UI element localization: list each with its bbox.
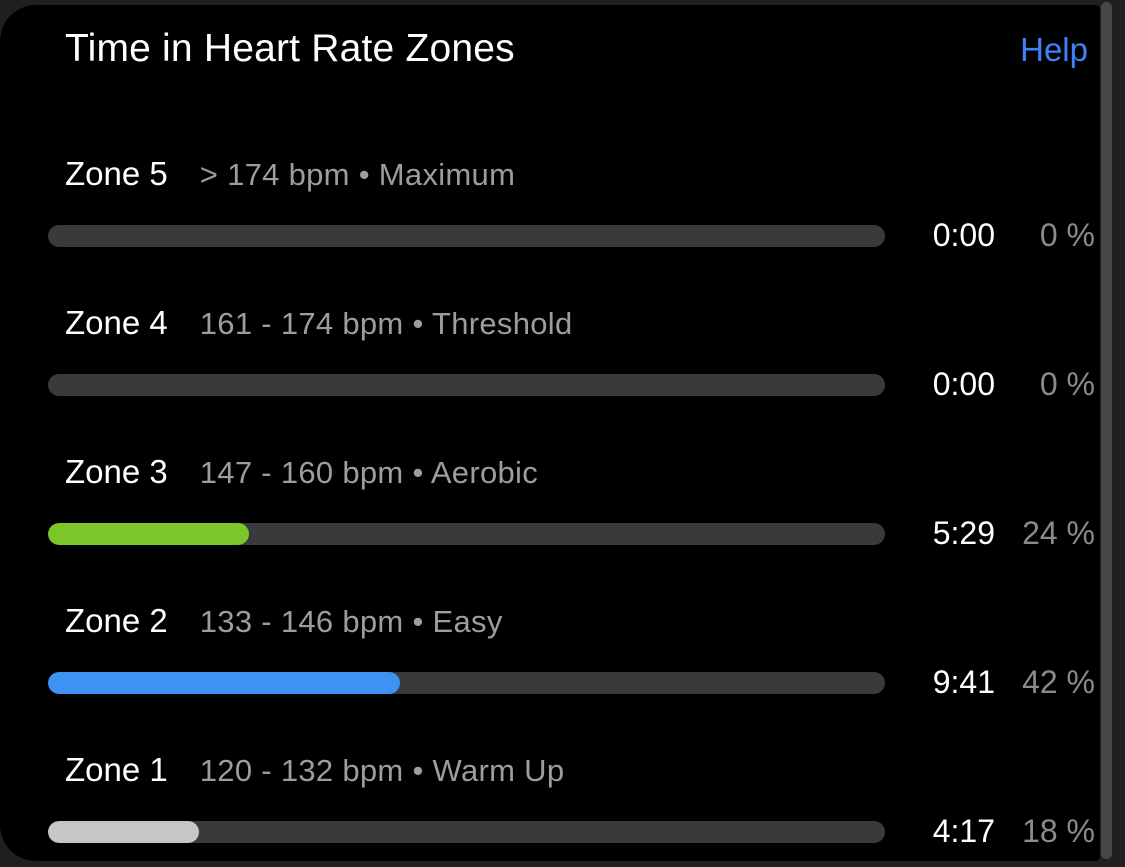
zone-percent: 0 % bbox=[1039, 366, 1095, 402]
zone-progress-track bbox=[48, 820, 885, 843]
zone-progress-fill bbox=[48, 820, 199, 843]
zone-header: Zone 1 120 - 132 bpm • Warm Up bbox=[65, 751, 1100, 789]
zone-percent: 0 % bbox=[1039, 217, 1095, 253]
zone-range: 161 - 174 bpm • Threshold bbox=[199, 306, 573, 341]
zone-row-5: Zone 5 > 174 bpm • Maximum 0:00 0 % bbox=[48, 155, 1100, 254]
zone-name: Zone 5 bbox=[65, 155, 168, 192]
card-header: Time in Heart Rate Zones Help bbox=[65, 27, 1100, 71]
page-title: Time in Heart Rate Zones bbox=[65, 27, 515, 70]
zone-range: 133 - 146 bpm • Easy bbox=[199, 604, 503, 639]
zone-time: 0:00 bbox=[932, 366, 995, 402]
zone-percent: 18 % bbox=[1022, 813, 1095, 849]
zone-bar-line: 9:41 42 % bbox=[48, 664, 1100, 701]
zone-progress-track bbox=[48, 522, 885, 545]
zone-header: Zone 2 133 - 146 bpm • Easy bbox=[65, 602, 1100, 640]
zone-progress-fill bbox=[48, 671, 400, 694]
zone-bar-line: 5:29 24 % bbox=[48, 515, 1100, 552]
zone-time: 0:00 bbox=[932, 217, 995, 253]
zone-time: 9:41 bbox=[932, 664, 995, 700]
zone-progress-track bbox=[48, 671, 885, 694]
zone-name: Zone 1 bbox=[65, 751, 168, 788]
scrollbar-track[interactable] bbox=[1100, 0, 1125, 867]
zone-name: Zone 4 bbox=[65, 304, 168, 341]
zone-time: 5:29 bbox=[932, 515, 995, 551]
zone-range: > 174 bpm • Maximum bbox=[199, 157, 516, 192]
zone-bar-line: 0:00 0 % bbox=[48, 366, 1100, 403]
zone-range: 120 - 132 bpm • Warm Up bbox=[199, 753, 565, 788]
zone-row-1: Zone 1 120 - 132 bpm • Warm Up 4:17 18 % bbox=[48, 751, 1100, 850]
zone-name: Zone 2 bbox=[65, 602, 168, 639]
zone-bar-line: 4:17 18 % bbox=[48, 813, 1100, 850]
zone-range: 147 - 160 bpm • Aerobic bbox=[199, 455, 539, 490]
zone-row-4: Zone 4 161 - 174 bpm • Threshold 0:00 0 … bbox=[48, 304, 1100, 403]
zone-name: Zone 3 bbox=[65, 453, 168, 490]
help-link[interactable]: Help bbox=[1020, 31, 1088, 68]
zone-progress-track bbox=[48, 373, 885, 396]
zone-header: Zone 5 > 174 bpm • Maximum bbox=[65, 155, 1100, 193]
zone-header: Zone 3 147 - 160 bpm • Aerobic bbox=[65, 453, 1100, 491]
heart-rate-zones-card: Time in Heart Rate Zones Help Zone 5 > 1… bbox=[0, 5, 1100, 861]
zone-row-2: Zone 2 133 - 146 bpm • Easy 9:41 42 % bbox=[48, 602, 1100, 701]
scrollbar-thumb[interactable] bbox=[1101, 2, 1112, 859]
zone-percent: 24 % bbox=[1022, 515, 1095, 551]
zone-bar-line: 0:00 0 % bbox=[48, 217, 1100, 254]
zone-time: 4:17 bbox=[932, 813, 995, 849]
zone-percent: 42 % bbox=[1022, 664, 1095, 700]
zone-row-3: Zone 3 147 - 160 bpm • Aerobic 5:29 24 % bbox=[48, 453, 1100, 552]
zone-progress-fill bbox=[48, 522, 249, 545]
zone-header: Zone 4 161 - 174 bpm • Threshold bbox=[65, 304, 1100, 342]
zone-progress-track bbox=[48, 224, 885, 247]
